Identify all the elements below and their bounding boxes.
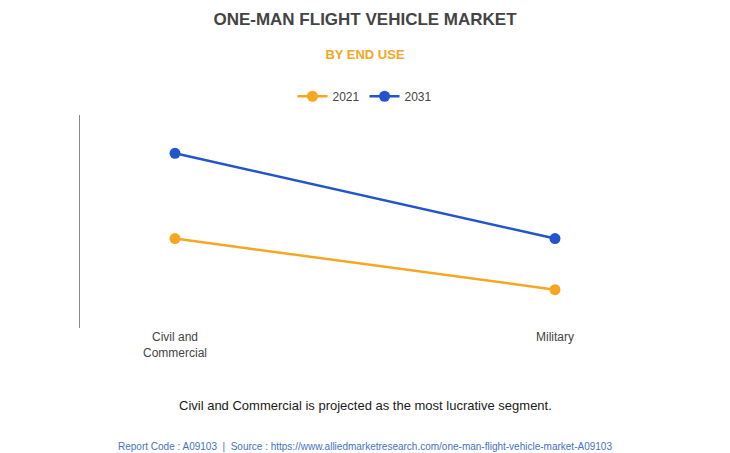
svg-text:Civil and Commercial is projec: Civil and Commercial is projected as the… [179,398,552,413]
svg-text:Civil andCommercial: Civil andCommercial [143,330,207,360]
svg-text:Military: Military [536,330,574,344]
svg-text:ONE-MAN FLIGHT VEHICLE MARKET: ONE-MAN FLIGHT VEHICLE MARKET [213,10,517,29]
svg-text:Report Code : A09103 | Sourc: Report Code : A09103 | Source : https://… [118,441,612,452]
svg-text:2031: 2031 [405,90,432,104]
svg-text:2021: 2021 [333,90,360,104]
svg-text:BY END USE: BY END USE [325,47,405,62]
